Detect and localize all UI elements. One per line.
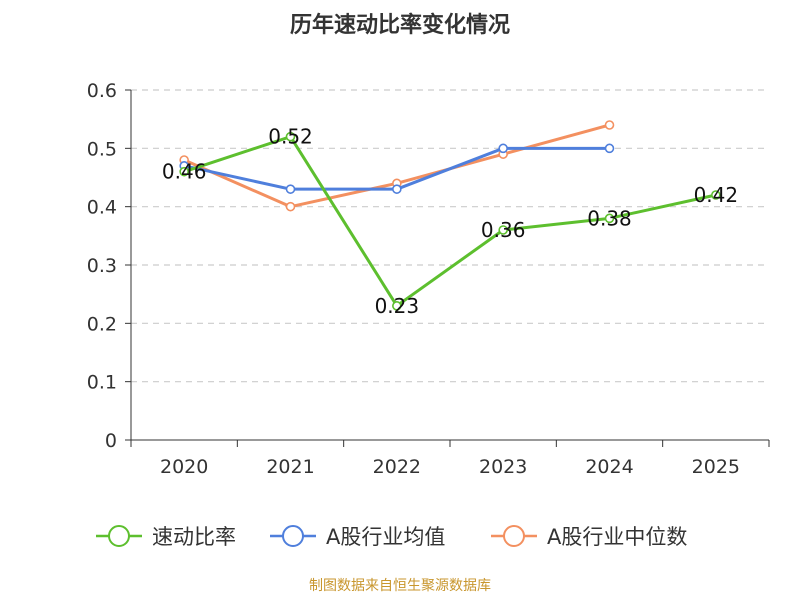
y-tick-label: 0.3 [87, 255, 117, 277]
data-point [285, 184, 296, 194]
data-label: 0.42 [694, 183, 739, 207]
data-point [392, 184, 402, 194]
series-line [182, 135, 718, 308]
legend-marker [282, 525, 304, 547]
data-point [604, 213, 615, 224]
y-tick-label: 0.2 [87, 313, 117, 335]
data-point [285, 131, 296, 142]
data-label: 0.36 [481, 218, 526, 242]
legend-label: A股行业中位数 [547, 525, 687, 549]
x-tick-label: 2023 [479, 456, 527, 478]
x-tick-label: 2020 [160, 456, 208, 478]
data-point [711, 190, 721, 200]
legend-label: 速动比率 [152, 525, 236, 549]
series-line [182, 123, 611, 209]
legend-marker [108, 525, 130, 547]
data-label: 0.38 [587, 206, 632, 230]
x-tick-label: 2025 [692, 456, 740, 478]
y-tick-label: 0.5 [87, 138, 117, 160]
x-tick-label: 2021 [266, 456, 314, 478]
legend-label: A股行业均值 [326, 525, 445, 549]
data-point [285, 201, 296, 212]
x-tick-label: 2024 [585, 456, 633, 478]
data-point [498, 225, 508, 235]
y-tick-label: 0.4 [87, 197, 117, 219]
data-point [498, 143, 508, 154]
y-tick-label: 0.1 [87, 372, 117, 394]
chart-title: 历年速动比率变化情况 [290, 12, 510, 38]
source-note: 制图数据来自恒生聚源数据库 [309, 578, 491, 594]
data-label: 0.23 [375, 294, 420, 318]
data-point [604, 143, 615, 154]
data-point [604, 120, 615, 130]
data-label: 0.52 [268, 125, 313, 149]
y-tick-label: 0.6 [87, 80, 117, 102]
legend-marker [503, 525, 525, 547]
y-tick-label: 0 [105, 430, 117, 452]
data-label: 0.46 [162, 160, 207, 184]
data-point [392, 301, 402, 311]
data-point [179, 166, 189, 177]
x-tick-label: 2022 [373, 456, 421, 478]
